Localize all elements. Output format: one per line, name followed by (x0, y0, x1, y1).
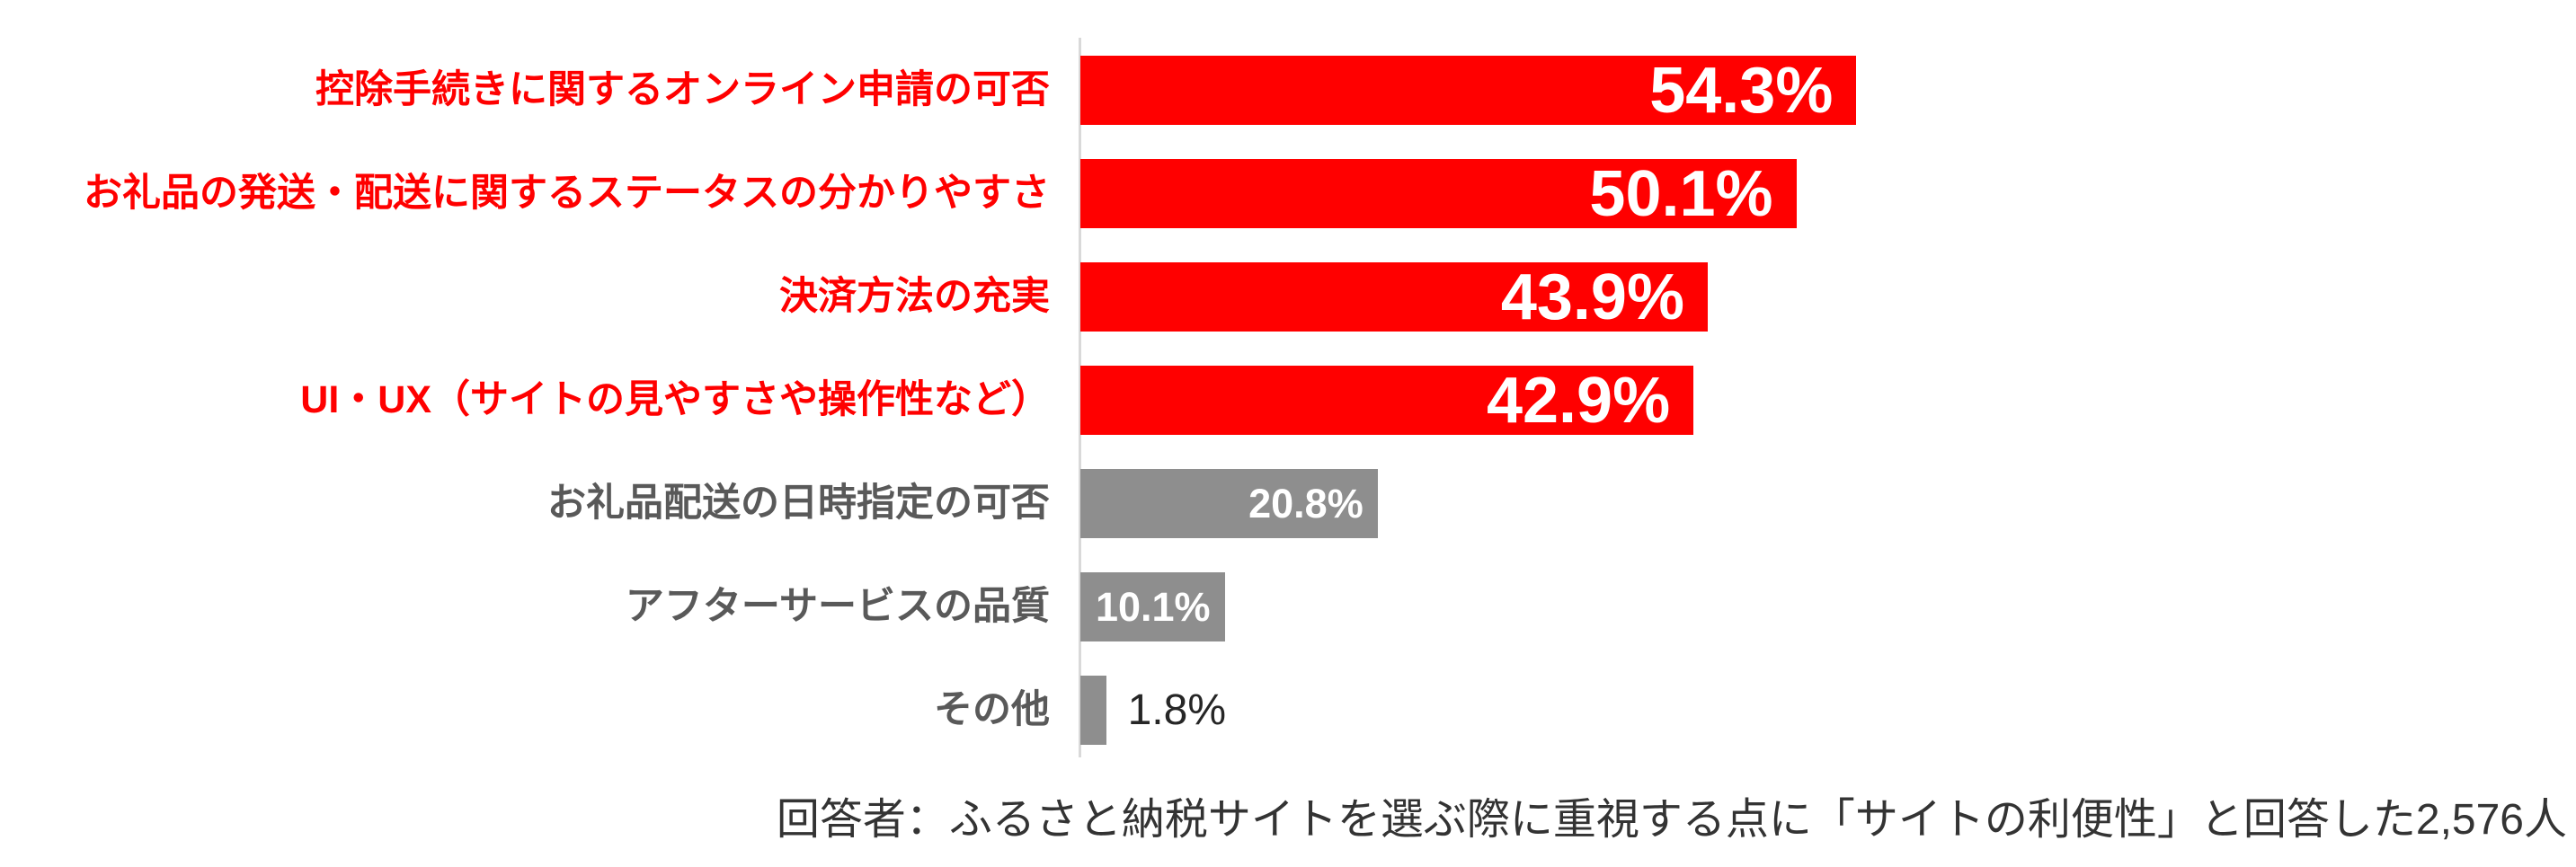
bar-zone: 54.3% (1080, 54, 2576, 127)
category-label: お礼品配送の日時指定の可否 (547, 481, 1050, 525)
category-label: お礼品の発送・配送に関するステータスの分かりやすさ (84, 171, 1050, 215)
chart-row: お礼品の発送・配送に関するステータスの分かりやすさ 50.1% (0, 142, 2576, 245)
chart-row: 控除手続きに関するオンライン申請の可否 54.3% (0, 39, 2576, 142)
category-label: その他 (934, 687, 1050, 731)
bar (1080, 676, 1106, 745)
chart-row: お礼品配送の日時指定の可否 20.8% (0, 452, 2576, 555)
category-label: 控除手続きに関するオンライン申請の可否 (315, 67, 1050, 111)
value-label-outside: 1.8% (1127, 686, 1227, 734)
y-axis-line (1079, 38, 1081, 757)
bar: 43.9% (1080, 261, 1708, 333)
bar-zone: 42.9% (1080, 364, 2576, 437)
chart-rows: 控除手続きに関するオンライン申請の可否 54.3% お礼品の発送・配送に関するス… (0, 39, 2576, 762)
bar-zone: 10.1% (1080, 572, 2576, 641)
bar: 10.1% (1080, 572, 1225, 641)
bar-zone: 20.8% (1080, 469, 2576, 538)
value-label-inside: 42.9% (1486, 364, 1671, 437)
value-label-inside: 43.9% (1500, 261, 1684, 333)
bar-zone: 43.9% (1080, 261, 2576, 333)
bar: 20.8% (1080, 469, 1378, 538)
category-label: 決済方法の充実 (779, 274, 1050, 318)
chart-row: UI・UX（サイトの見やすさや操作性など） 42.9% (0, 349, 2576, 452)
category-label: アフターサービスの品質 (625, 584, 1050, 628)
chart-row: アフターサービスの品質 10.1% (0, 555, 2576, 659)
value-label-inside: 20.8% (1248, 480, 1364, 526)
chart-row: その他 1.8% (0, 659, 2576, 762)
bar: 54.3% (1080, 54, 1857, 127)
bar-zone: 50.1% (1080, 157, 2576, 230)
bar: 50.1% (1080, 157, 1797, 230)
value-label-inside: 54.3% (1649, 54, 1834, 127)
value-label-inside: 10.1% (1095, 583, 1211, 630)
value-label-inside: 50.1% (1589, 157, 1773, 230)
category-label: UI・UX（サイトの見やすさや操作性など） (300, 377, 1050, 421)
bar-zone: 1.8% (1080, 676, 2576, 745)
bar: 42.9% (1080, 364, 1694, 437)
footnote-text: 回答者：ふるさと納税サイトを選ぶ際に重視する点に「サイトの利便性」と回答した2,… (776, 796, 2567, 844)
chart-row: 決済方法の充実 43.9% (0, 245, 2576, 349)
